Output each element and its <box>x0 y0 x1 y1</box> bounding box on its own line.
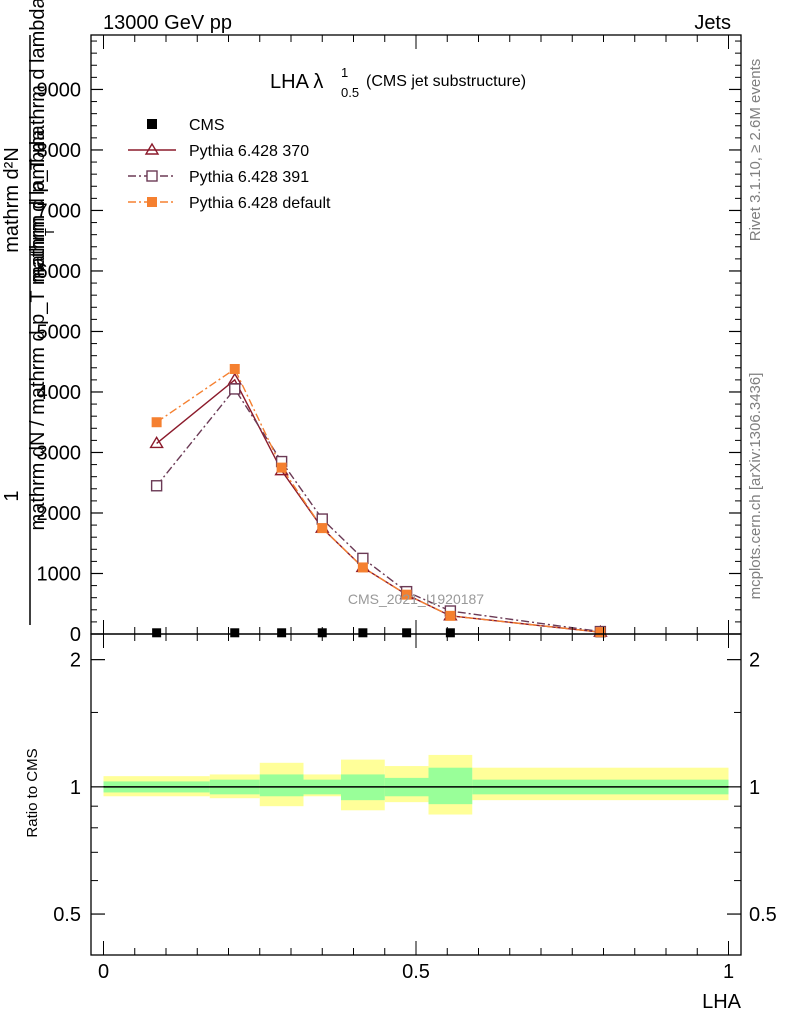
main-panel-axes: 0 1000 2000 3000 4000 5000 6000 7000 8000 9000 <box>37 34 742 646</box>
rivet-version-label: Rivet 3.1.10, ≥ 2.6M events <box>747 59 764 242</box>
y-axis-label: 1 mathrm dN / mathrm d p_T mathrm d lamb… <box>1 0 57 625</box>
x-tick-label: 0 <box>98 961 109 983</box>
data-point <box>595 627 606 638</box>
data-point <box>445 628 455 638</box>
legend-label-3: Pythia 6.428 default <box>189 195 331 212</box>
data-point <box>401 589 412 600</box>
x-tick-label: 0.5 <box>402 961 430 983</box>
data-point <box>402 628 412 638</box>
analysis-watermark: CMS_2021_I1920187 <box>348 591 484 607</box>
y-label-subscript-t: T <box>42 228 57 236</box>
legend-label-0: CMS <box>189 117 225 134</box>
ratio-y-tick-label: 0.5 <box>53 904 81 926</box>
data-point <box>357 562 368 573</box>
title-main: LHA λ <box>270 71 323 93</box>
data-point <box>149 436 164 449</box>
data-point <box>229 363 240 374</box>
data-point <box>146 170 158 182</box>
legend-label-1: Pythia 6.428 370 <box>189 143 309 160</box>
legend-label-2: Pythia 6.428 391 <box>189 169 309 186</box>
y-tick-label: 4000 <box>37 382 82 404</box>
y-tick-label: 8000 <box>37 140 82 162</box>
y-label-overlap-top: mathrm d²N <box>1 147 23 253</box>
data-point <box>317 523 328 534</box>
ratio-y-tick-label: 1 <box>70 777 81 799</box>
series-line-3 <box>156 367 601 633</box>
y-label-numerator: 1 <box>1 490 23 501</box>
data-point <box>144 142 160 155</box>
mcplots-label: mcplots.cern.ch [arXiv:1306.3436] <box>747 373 764 600</box>
x-tick-label: 1 <box>723 961 734 983</box>
y-tick-label: 9000 <box>37 79 82 101</box>
x-axis-label: LHA <box>702 991 742 1013</box>
header-jets-label: Jets <box>694 12 731 34</box>
data-point <box>147 197 157 207</box>
data-point <box>277 628 287 638</box>
data-point <box>445 610 456 621</box>
main-series-layer <box>149 363 608 638</box>
data-point <box>316 513 328 525</box>
legend: CMS Pythia 6.428 370 Pythia 6.428 391 Pythi… <box>128 117 331 212</box>
ratio-y-tick-label-right: 1 <box>749 777 760 799</box>
data-point <box>150 480 163 492</box>
data-point <box>151 417 162 428</box>
data-point <box>147 119 157 129</box>
y-tick-label: 6000 <box>37 261 82 283</box>
data-point <box>230 628 240 638</box>
data-point <box>152 628 162 638</box>
y-tick-label: 0 <box>70 624 81 646</box>
title-superscript: 1 <box>341 65 348 80</box>
ratio-y-label: Ratio to CMS <box>24 748 41 837</box>
data-point <box>229 383 241 395</box>
plot-title: LHA λ 1 0.5 (CMS jet substructure) <box>270 65 526 100</box>
title-rest: (CMS jet substructure) <box>366 73 526 90</box>
data-point <box>357 552 369 565</box>
ratio-y-tick-label: 2 <box>70 650 81 672</box>
series-line-2 <box>156 387 601 633</box>
data-point <box>227 372 242 385</box>
y-tick-label: 2000 <box>37 503 82 525</box>
ratio-panel-axes: 0 0.5 1 0.5 0.5 1 1 2 2 <box>53 633 777 983</box>
y-label-denominator: mathrm dN / mathrm d p_T mathrm d lambda <box>27 129 49 531</box>
title-subscript: 0.5 <box>341 85 359 100</box>
ratio-band-green <box>428 767 473 805</box>
data-point <box>276 462 287 473</box>
y-tick-label: 7000 <box>37 200 82 222</box>
y-tick-label: 1000 <box>37 563 82 585</box>
ratio-y-tick-label-right: 2 <box>749 650 760 672</box>
data-point <box>358 628 368 638</box>
y-tick-label: 3000 <box>37 442 82 464</box>
header-energy-label: 13000 GeV pp <box>103 12 232 34</box>
ratio-bands <box>103 754 729 815</box>
y-tick-label: 5000 <box>37 321 82 343</box>
ratio-y-tick-label-right: 0.5 <box>749 904 777 926</box>
ratio-band-green <box>259 774 304 797</box>
y-label-overlap-bottom: mathrm d p_T mathrm d lambda <box>27 0 49 283</box>
